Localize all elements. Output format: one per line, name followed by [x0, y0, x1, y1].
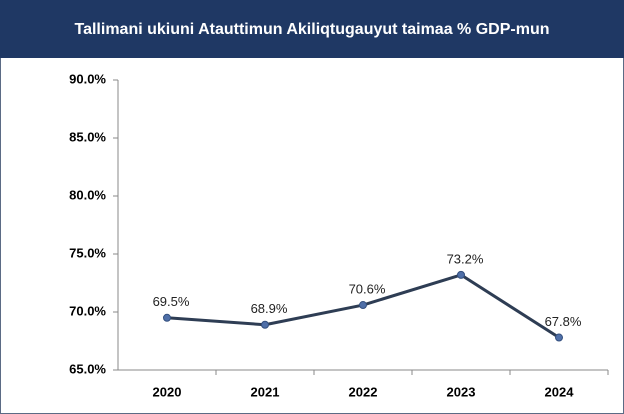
y-tick-label: 70.0% [69, 303, 106, 318]
data-label: 67.8% [545, 314, 582, 329]
y-tick-label: 90.0% [69, 71, 106, 86]
data-label: 68.9% [251, 301, 288, 316]
data-point [163, 313, 171, 322]
y-tick-label: 80.0% [69, 187, 106, 202]
x-tick-label: 2021 [251, 384, 280, 399]
y-tick-label: 85.0% [69, 129, 106, 144]
y-tick-label: 65.0% [69, 361, 106, 376]
data-point [457, 270, 465, 279]
x-tick-label: 2020 [153, 384, 182, 399]
y-tick-label: 75.0% [69, 245, 106, 260]
data-point [261, 320, 269, 329]
data-label: 70.6% [349, 281, 386, 296]
chart-title: Tallimani ukiuni Atauttimun Akiliqtugauy… [75, 21, 550, 38]
data-label: 69.5% [153, 294, 190, 309]
data-point [555, 333, 563, 342]
title-bar [0, 0, 624, 58]
data-label: 73.2% [447, 251, 484, 266]
data-point [359, 301, 367, 310]
x-tick-label: 2024 [545, 384, 575, 399]
x-tick-label: 2023 [447, 384, 476, 399]
x-tick-label: 2022 [349, 384, 378, 399]
